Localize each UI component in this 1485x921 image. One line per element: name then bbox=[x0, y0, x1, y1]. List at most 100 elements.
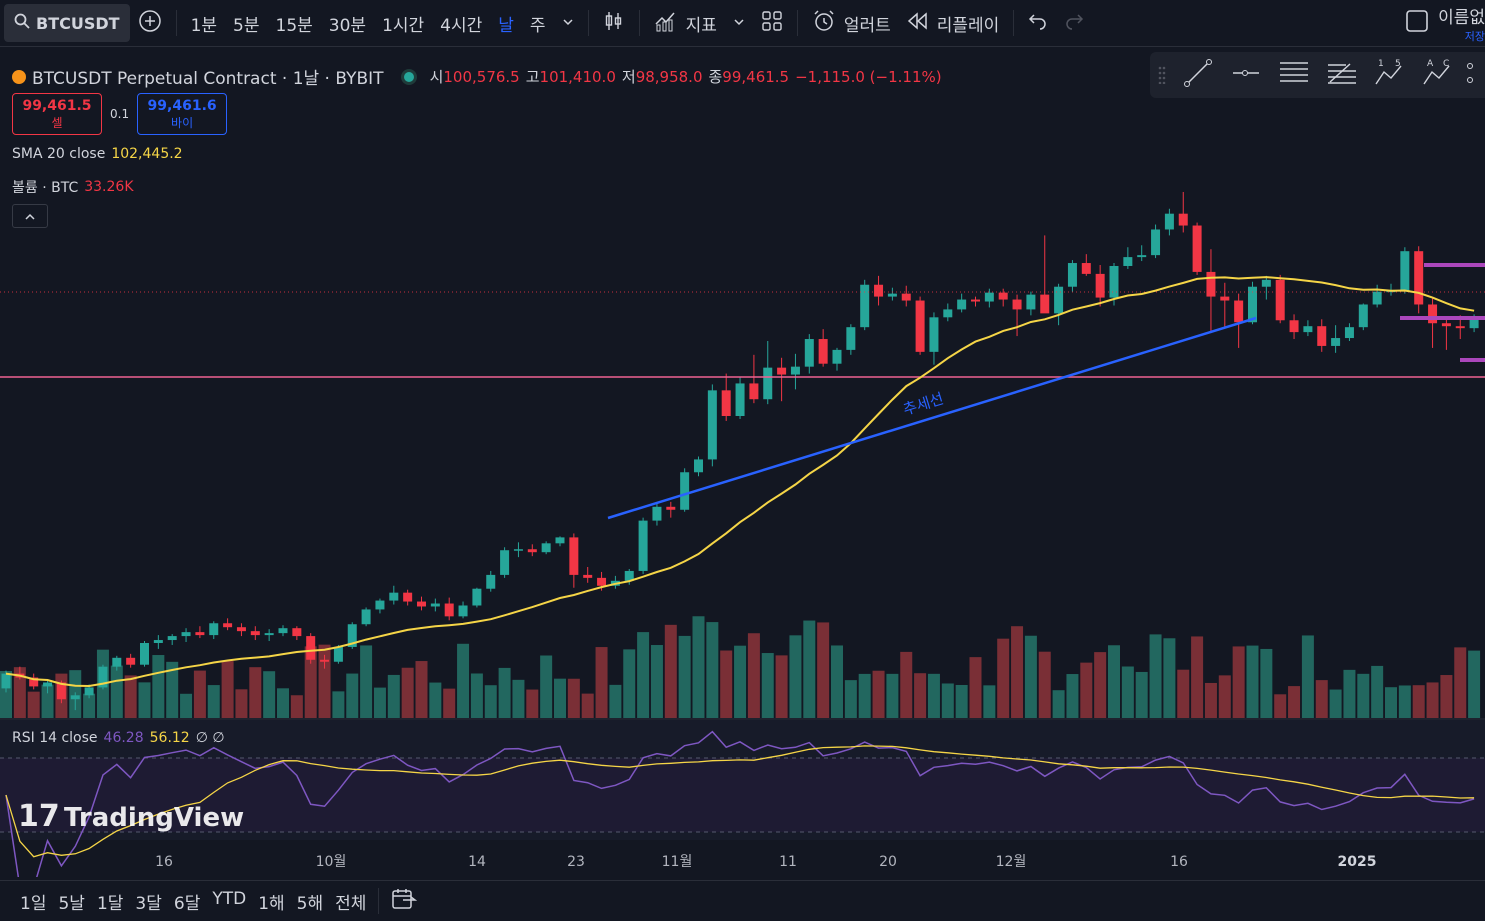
rsi-legend[interactable]: RSI 14 close 46.28 56.12 ∅ ∅ bbox=[12, 730, 225, 746]
indicators-button[interactable]: 지표 bbox=[646, 4, 725, 42]
sma-label: SMA 20 close bbox=[12, 146, 106, 162]
fullscreen-button[interactable] bbox=[1397, 4, 1437, 42]
volume-bar bbox=[983, 685, 996, 718]
volume-bar bbox=[650, 645, 663, 718]
goto-date-button[interactable] bbox=[385, 887, 423, 916]
divider bbox=[1013, 10, 1015, 36]
candle-body bbox=[569, 537, 579, 575]
chevron-down-icon bbox=[733, 13, 745, 33]
volume-bar bbox=[1385, 687, 1397, 718]
parallel-channel-tool-button[interactable] bbox=[1270, 52, 1318, 98]
range-button[interactable]: 1달 bbox=[96, 893, 124, 914]
drawing-rect[interactable] bbox=[1400, 316, 1485, 320]
buy-button[interactable]: 99,461.6 바이 bbox=[137, 93, 228, 135]
volume-bar bbox=[443, 688, 456, 718]
candle-body bbox=[846, 327, 856, 350]
rewind-icon bbox=[907, 11, 929, 35]
chart-type-button[interactable] bbox=[595, 4, 633, 42]
candle-body bbox=[458, 605, 468, 617]
range-button[interactable]: 5해 bbox=[296, 893, 324, 914]
volume-bar bbox=[664, 624, 677, 718]
volume-bar bbox=[817, 622, 830, 718]
volume-bar bbox=[969, 657, 982, 718]
range-button[interactable]: 1해 bbox=[258, 893, 285, 914]
tradingview-watermark: 17 TradingView bbox=[18, 799, 244, 834]
range-button[interactable]: 1일 bbox=[20, 893, 47, 914]
drawing-rect[interactable] bbox=[1424, 263, 1485, 267]
trend-line-tool-button[interactable] bbox=[1174, 52, 1222, 98]
indicators-label: 지표 bbox=[685, 15, 717, 36]
undo-button[interactable] bbox=[1020, 4, 1056, 42]
candle-body bbox=[444, 603, 454, 617]
interval-button[interactable]: 30분 bbox=[328, 15, 367, 36]
svg-text:1: 1 bbox=[1378, 59, 1384, 69]
volume-bar bbox=[581, 693, 594, 718]
volume-legend[interactable]: 볼륨 · BTC 33.26K bbox=[12, 177, 134, 197]
interval-button[interactable]: 1시간 bbox=[382, 15, 425, 36]
volume-bar bbox=[1426, 682, 1439, 718]
interval-button[interactable]: 1분 bbox=[190, 15, 218, 36]
collapse-legend-button[interactable] bbox=[12, 204, 48, 228]
trend-line[interactable] bbox=[607, 316, 1257, 520]
calendar-arrow-icon bbox=[391, 888, 418, 916]
candle-body bbox=[389, 592, 399, 601]
volume-bar bbox=[13, 667, 26, 718]
volume-value: 33.26K bbox=[84, 179, 134, 195]
high-value: 101,410.0 bbox=[539, 67, 616, 86]
volume-bar bbox=[193, 670, 206, 718]
volume-bar bbox=[470, 673, 483, 718]
interval-button[interactable]: 날 bbox=[498, 15, 514, 36]
price-chart[interactable]: 추세선 17 TradingView 16 10월 14 23 11월 11 20 12월 16… bbox=[0, 47, 1485, 877]
candle-body bbox=[1441, 323, 1451, 327]
sma-line bbox=[5, 276, 1475, 688]
range-button[interactable]: 3달 bbox=[135, 893, 162, 914]
range-button[interactable]: YTD bbox=[212, 888, 247, 909]
more-tools-button[interactable] bbox=[1462, 52, 1478, 98]
chart-pane[interactable]: 추세선 17 TradingView 16 10월 14 23 11월 11 20 12월 16… bbox=[0, 47, 1485, 877]
candle-body bbox=[513, 549, 523, 551]
sma-legend[interactable]: SMA 20 close 102,445.2 bbox=[12, 146, 183, 162]
drag-handle-icon[interactable] bbox=[1150, 66, 1174, 84]
volume-bar bbox=[484, 685, 497, 718]
sell-button[interactable]: 99,461.5 셀 bbox=[12, 93, 102, 135]
interval-button[interactable]: 5분 bbox=[233, 15, 260, 36]
range-button[interactable]: 6달 bbox=[173, 893, 201, 914]
candle-body bbox=[209, 623, 219, 636]
layout-name-button[interactable]: 이름없 저장 bbox=[1437, 3, 1485, 44]
volume-bar bbox=[290, 695, 303, 718]
volume-bar bbox=[124, 675, 137, 718]
fibonacci-icon bbox=[1326, 60, 1358, 90]
interval-button[interactable]: 4시간 bbox=[440, 15, 483, 36]
range-button[interactable]: 5날 bbox=[58, 893, 85, 914]
volume-bar bbox=[1038, 651, 1051, 718]
volume-bar bbox=[138, 682, 151, 718]
time-axis-label: 12월 bbox=[996, 854, 1027, 870]
watermark-text: TradingView bbox=[64, 803, 244, 833]
compare-symbol-button[interactable] bbox=[130, 4, 170, 42]
candle-body bbox=[403, 592, 413, 602]
volume-bar bbox=[886, 673, 899, 718]
volume-bar bbox=[457, 643, 470, 718]
legend-title[interactable]: BTCUSDT Perpetual Contract · 1날 · BYBIT bbox=[32, 69, 384, 89]
range-button[interactable]: 전체 bbox=[335, 893, 367, 914]
fib-tool-button[interactable] bbox=[1318, 52, 1366, 98]
svg-text:5: 5 bbox=[1395, 59, 1401, 69]
alert-button[interactable]: 얼러트 bbox=[804, 4, 899, 42]
drawing-rect[interactable] bbox=[1460, 358, 1485, 362]
horizontal-ray-tool-button[interactable] bbox=[1222, 52, 1270, 98]
interval-dropdown-button[interactable] bbox=[554, 4, 582, 42]
redo-button[interactable] bbox=[1056, 4, 1092, 42]
candle-body bbox=[1067, 263, 1077, 287]
layouts-button[interactable] bbox=[753, 4, 791, 42]
candle-body bbox=[1220, 296, 1230, 301]
chevron-up-icon bbox=[24, 207, 36, 226]
interval-button[interactable]: 주 bbox=[529, 15, 546, 36]
indicators-dropdown-button[interactable] bbox=[725, 4, 753, 42]
candle-body bbox=[1054, 286, 1064, 314]
interval-button[interactable]: 15분 bbox=[275, 15, 313, 36]
volume-bar bbox=[83, 693, 96, 718]
symbol-search-button[interactable]: BTCUSDT bbox=[4, 4, 130, 42]
replay-button[interactable]: 리플레이 bbox=[899, 4, 1008, 42]
